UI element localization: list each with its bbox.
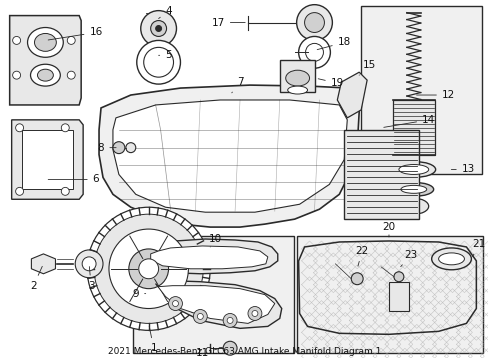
Polygon shape <box>337 72 367 118</box>
Bar <box>133 236 294 353</box>
Bar <box>280 60 316 92</box>
Text: 11: 11 <box>196 348 218 358</box>
Polygon shape <box>113 100 347 212</box>
Ellipse shape <box>288 86 308 94</box>
Circle shape <box>67 71 75 79</box>
Text: 13: 13 <box>451 165 475 175</box>
Circle shape <box>144 48 173 77</box>
Circle shape <box>141 11 176 46</box>
Bar <box>22 130 73 189</box>
Ellipse shape <box>392 162 436 177</box>
Ellipse shape <box>439 253 465 265</box>
Bar <box>296 236 483 353</box>
Circle shape <box>227 318 233 323</box>
Circle shape <box>13 71 21 79</box>
Text: 5: 5 <box>159 50 172 60</box>
Circle shape <box>172 301 178 306</box>
Circle shape <box>87 207 210 330</box>
Circle shape <box>351 273 363 285</box>
Text: 18: 18 <box>317 37 351 50</box>
Circle shape <box>109 229 188 309</box>
Circle shape <box>113 142 125 154</box>
Circle shape <box>197 314 203 319</box>
Text: 3: 3 <box>88 267 95 291</box>
Circle shape <box>394 272 404 282</box>
Bar <box>393 100 435 154</box>
Ellipse shape <box>27 27 63 57</box>
Text: 14: 14 <box>384 115 435 127</box>
Ellipse shape <box>399 165 429 175</box>
Circle shape <box>305 13 324 32</box>
Circle shape <box>150 21 167 36</box>
Polygon shape <box>99 85 359 227</box>
Text: 9: 9 <box>132 289 146 298</box>
Text: 10: 10 <box>209 234 222 247</box>
Text: 21: 21 <box>473 239 486 256</box>
Polygon shape <box>31 254 55 274</box>
Ellipse shape <box>401 185 427 193</box>
Polygon shape <box>10 15 81 105</box>
Text: 20: 20 <box>382 222 395 237</box>
Circle shape <box>16 187 24 195</box>
Circle shape <box>75 250 103 278</box>
Circle shape <box>137 40 180 84</box>
Circle shape <box>223 341 237 355</box>
Circle shape <box>16 124 24 132</box>
Circle shape <box>248 306 262 320</box>
Circle shape <box>61 124 69 132</box>
Text: 8: 8 <box>98 143 116 153</box>
Circle shape <box>223 314 237 327</box>
Text: 4: 4 <box>159 6 172 19</box>
Text: 1: 1 <box>149 326 157 353</box>
Bar <box>344 130 419 219</box>
Ellipse shape <box>399 198 429 214</box>
Bar <box>361 6 482 175</box>
Circle shape <box>296 5 332 40</box>
Ellipse shape <box>432 248 471 270</box>
Text: 12: 12 <box>416 90 455 100</box>
Circle shape <box>156 26 162 31</box>
Circle shape <box>67 36 75 44</box>
Circle shape <box>252 310 258 316</box>
Polygon shape <box>156 284 275 323</box>
Text: 2: 2 <box>30 266 42 291</box>
Circle shape <box>169 297 182 310</box>
Polygon shape <box>150 246 268 269</box>
Circle shape <box>194 310 207 323</box>
Text: 19: 19 <box>318 78 344 88</box>
Circle shape <box>129 249 169 289</box>
Ellipse shape <box>394 183 434 196</box>
Circle shape <box>298 36 330 68</box>
Circle shape <box>82 257 96 271</box>
Ellipse shape <box>37 69 53 81</box>
Ellipse shape <box>30 64 60 86</box>
Circle shape <box>126 143 136 153</box>
Text: 15: 15 <box>359 60 376 75</box>
Circle shape <box>139 259 159 279</box>
Polygon shape <box>146 279 282 328</box>
Text: 23: 23 <box>401 250 417 267</box>
Polygon shape <box>12 120 83 199</box>
Text: 16: 16 <box>48 27 103 40</box>
Circle shape <box>306 44 323 61</box>
Text: 17: 17 <box>212 18 245 27</box>
Circle shape <box>94 214 203 323</box>
Ellipse shape <box>34 33 56 51</box>
Circle shape <box>13 36 21 44</box>
Text: 7: 7 <box>232 77 244 93</box>
Bar <box>389 282 409 311</box>
Text: 22: 22 <box>356 246 369 266</box>
Text: 2021 Mercedes-Benz GLC63 AMG Intake Manifold Diagram 1: 2021 Mercedes-Benz GLC63 AMG Intake Mani… <box>108 347 382 356</box>
Text: 6: 6 <box>48 175 99 184</box>
Circle shape <box>61 187 69 195</box>
Ellipse shape <box>286 70 310 86</box>
Polygon shape <box>141 239 278 274</box>
